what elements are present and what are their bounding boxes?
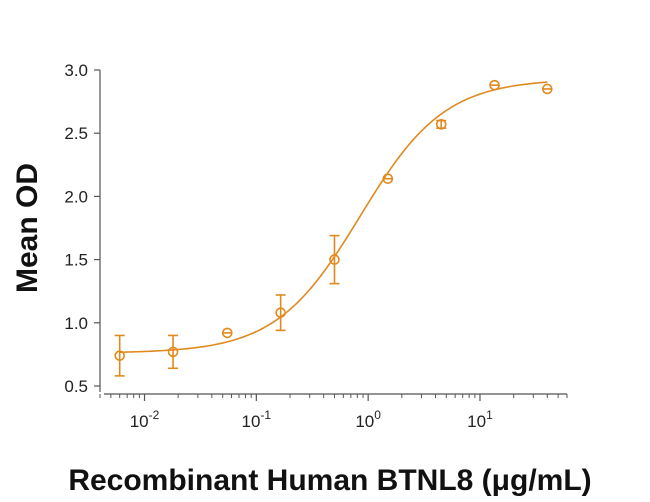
data-point: [382, 173, 394, 185]
data-point: [542, 83, 553, 95]
data-point: [489, 79, 500, 91]
data-point: [275, 294, 286, 332]
x-tick-label: 101: [467, 408, 493, 431]
data-point: [221, 327, 233, 339]
data-marker: [167, 346, 179, 358]
y-tick-label: 3.0: [64, 61, 88, 80]
y-tick-label: 0.5: [64, 377, 88, 396]
data-point: [435, 119, 447, 130]
x-tick-label: 100: [355, 408, 381, 431]
data-points-group: [114, 79, 553, 377]
y-tick-label: 1.5: [64, 251, 88, 270]
data-marker: [435, 119, 447, 130]
data-marker: [489, 79, 500, 91]
fit-curve-group: [119, 81, 548, 354]
data-marker: [382, 173, 394, 185]
data-marker: [275, 307, 286, 318]
x-tick-label: 10-1: [242, 408, 272, 431]
data-point: [329, 234, 340, 285]
ticks: 0.5 1.0 1.5 2.0 2.5 3.0 10-2 10-1 100 101: [64, 61, 568, 431]
y-axis-title: Mean OD: [11, 163, 44, 293]
data-marker: [329, 254, 340, 265]
data-point: [114, 334, 125, 377]
data-point: [167, 334, 179, 370]
x-tick-label: 10-2: [130, 408, 160, 431]
fit-curve: [119, 81, 548, 354]
x-axis-title: Recombinant Human BTNL8 (μg/mL): [68, 464, 591, 497]
y-tick-label: 2.5: [64, 124, 88, 143]
y-tick-label: 2.0: [64, 187, 88, 206]
data-marker: [114, 350, 125, 361]
axes: [99, 70, 567, 395]
data-marker: [542, 83, 553, 95]
y-tick-label: 1.0: [64, 314, 88, 333]
data-marker: [221, 327, 233, 339]
